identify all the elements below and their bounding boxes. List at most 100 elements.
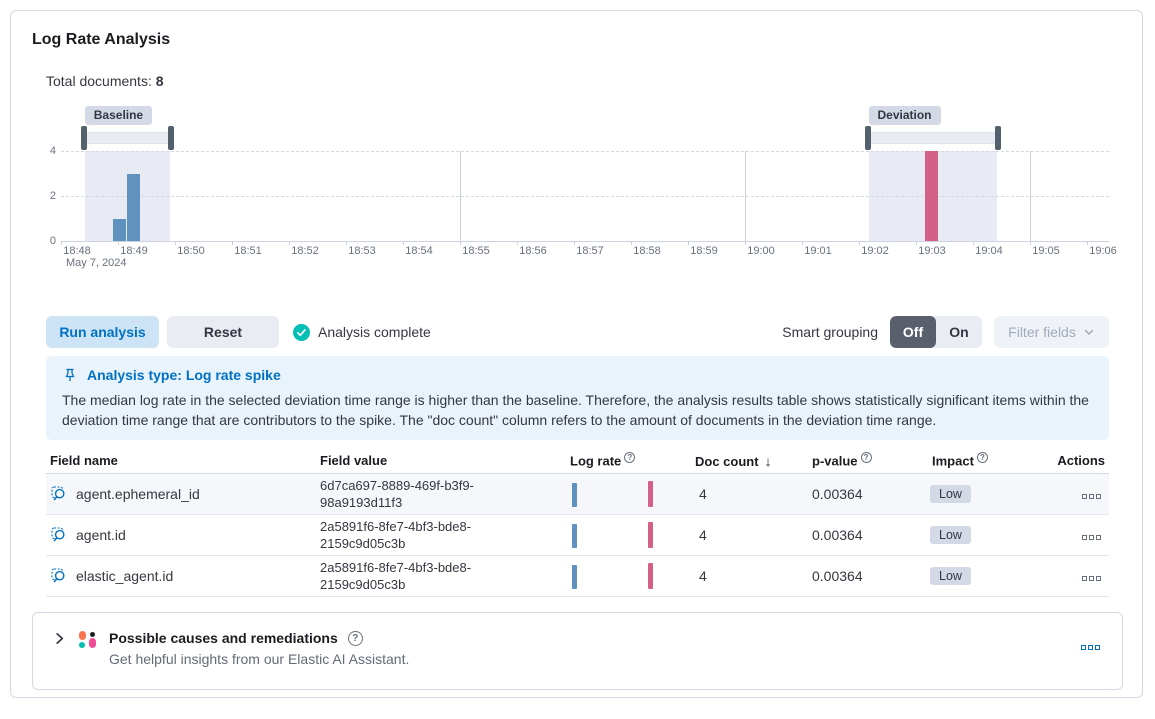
baseline-label-badge: Baseline [84,106,153,125]
x-axis-tick-mark [631,241,632,245]
header-impact[interactable]: Impact? [928,452,1051,469]
field-name: elastic_agent.id [76,568,174,584]
analysis-type-callout: Analysis type: Log rate spike The median… [46,356,1109,440]
sparkline-deviation-bar [648,522,653,548]
x-axis-tick-label: 19:04 [975,245,1003,257]
p-value: 0.00364 [812,568,863,584]
deviation-brush-right-handle[interactable] [994,126,1001,150]
gridline-y4 [61,151,1109,152]
row-actions-icon[interactable] [1082,494,1101,499]
sparkline-baseline-bar [572,524,577,548]
question-in-circle-icon[interactable]: ? [976,452,988,464]
field-search-icon[interactable] [51,527,67,543]
sparkline-baseline-bar [572,565,577,589]
deviation-brush-left-handle[interactable] [864,126,871,150]
field-value: 2a5891f6-8fe7-4bf3-bde8-2159c9d05c3b [320,560,472,592]
smart-grouping-label: Smart grouping [782,324,878,340]
x-axis-tick-label: 18:54 [405,245,433,257]
baseline-brush-left-handle[interactable] [80,126,87,150]
reset-button[interactable]: Reset [167,316,279,348]
x-axis-tick-label: 18:59 [690,245,718,257]
field-search-icon[interactable] [51,568,67,584]
x-axis-tick-mark [916,241,917,245]
possible-causes-subtitle: Get helpful insights from our Elastic AI… [109,651,410,667]
callout-body: The median log rate in the selected devi… [62,392,1089,428]
toolbar: Run analysis Reset Analysis complete Sma… [46,316,1109,348]
x-axis-tick-label: 18:48 [63,245,91,257]
table-row: agent.ephemeral_id 6d7ca697-8889-469f-b3… [46,474,1109,515]
row-actions-icon[interactable] [1082,576,1101,581]
y-axis-tick-label: 4 [49,145,56,157]
x-axis-tick-mark [802,241,803,245]
total-documents-value: 8 [155,73,164,89]
impact-badge: Low [930,485,971,503]
sort-descending-icon: ↓ [764,452,772,469]
field-value: 2a5891f6-8fe7-4bf3-bde8-2159c9d05c3b [320,519,472,551]
baseline-brush-track[interactable] [82,132,173,144]
deviation-brush-track[interactable] [866,132,999,144]
x-axis-line [61,241,1109,242]
page-title: Log Rate Analysis [32,31,171,48]
assistant-actions-icon[interactable] [1081,645,1100,650]
row-actions-icon[interactable] [1082,535,1101,540]
filter-fields-button[interactable]: Filter fields [994,316,1109,348]
gridline-y2 [61,196,1109,197]
p-value: 0.00364 [812,486,863,502]
p-value: 0.00364 [812,527,863,543]
header-actions: Actions [1057,453,1105,468]
baseline-brush-right-handle[interactable] [168,126,175,150]
check-in-circle-icon [293,323,310,341]
x-axis-tick-label: 18:57 [576,245,604,257]
log-rate-sparkline [566,474,691,514]
header-p-value[interactable]: p-value? [808,452,928,469]
vertical-gridline [745,151,746,241]
x-axis-tick-mark [232,241,233,245]
x-axis-tick-mark [688,241,689,245]
y-axis-tick-label: 2 [49,190,56,202]
analysis-status-text: Analysis complete [318,324,431,340]
question-in-circle-icon[interactable]: ? [624,452,636,464]
smart-grouping-toggle: Off On [890,316,982,348]
run-analysis-button[interactable]: Run analysis [46,316,159,348]
table-header-row: Field name Field value Log rate? Doc cou… [46,448,1109,474]
vertical-gridline [460,151,461,241]
header-field-name[interactable]: Field name [50,453,118,468]
header-field-value[interactable]: Field value [320,453,388,468]
x-axis-tick-label: 19:00 [747,245,775,257]
x-axis-tick-mark [745,241,746,245]
accordion-chevron-right-icon[interactable] [53,632,66,648]
log-rate-sparkline [566,556,691,596]
question-in-circle-icon[interactable]: ? [860,452,872,464]
possible-causes-title[interactable]: Possible causes and remediations [109,630,338,646]
x-axis-tick-mark [517,241,518,245]
field-search-icon[interactable] [51,486,67,502]
smart-grouping-off-button[interactable]: Off [890,316,936,348]
header-doc-count[interactable]: Doc count ↓ [695,452,772,469]
x-axis-tick-label: 18:55 [462,245,490,257]
x-axis-tick-mark [403,241,404,245]
field-value: 6d7ca697-8889-469f-b3f9-98a9193d11f3 [320,478,474,510]
sparkline-baseline-bar [572,483,577,507]
vertical-gridline [1030,151,1031,241]
doc-count: 4 [699,527,707,543]
filter-fields-label: Filter fields [1008,324,1076,340]
x-axis-tick-label: 18:52 [291,245,319,257]
x-axis-tick-label: 19:01 [804,245,832,257]
x-axis-tick-mark [118,241,119,245]
doc-count: 4 [699,568,707,584]
y-axis-tick-label: 0 [49,235,56,247]
possible-causes-accordion: Possible causes and remediations ? Get h… [32,612,1123,690]
x-axis-tick-label: 18:49 [120,245,148,257]
deviation-bar [925,151,938,241]
sparkline-deviation-bar [648,563,653,589]
help-icon[interactable]: ? [347,630,363,646]
smart-grouping-on-button[interactable]: On [936,316,982,348]
x-axis-tick-mark [1087,241,1088,245]
total-documents-label: Total documents: [46,73,152,89]
x-axis-tick-label: 19:03 [918,245,946,257]
x-axis-tick-mark [346,241,347,245]
baseline-bar [127,173,140,241]
x-axis-tick-mark [61,241,62,245]
log-rate-sparkline [566,515,691,555]
header-log-rate[interactable]: Log rate? [566,452,691,469]
